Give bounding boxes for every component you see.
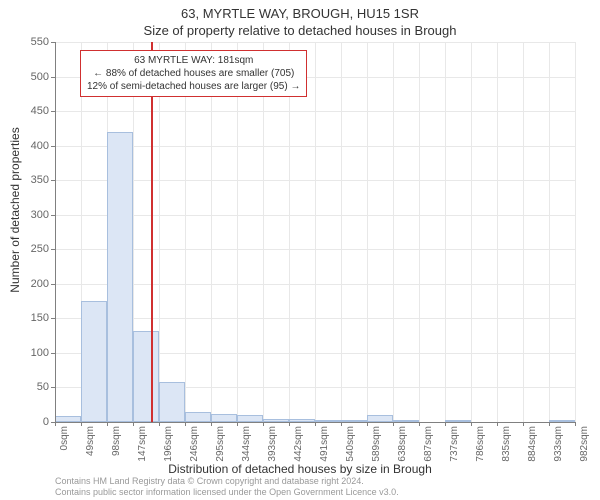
histogram-bar [133, 331, 159, 422]
x-tick-label: 982sqm [579, 426, 590, 462]
y-tick-label: 200 [31, 278, 49, 290]
x-tick-label: 344sqm [241, 426, 252, 462]
grid-line-v [367, 42, 368, 422]
x-tick-label: 147sqm [137, 426, 148, 462]
x-tick-label: 737sqm [449, 426, 460, 462]
histogram-bar [185, 412, 211, 422]
grid-line-v [393, 42, 394, 422]
infobox-line: 63 MYRTLE WAY: 181sqm [87, 54, 300, 67]
x-tick-label: 884sqm [527, 426, 538, 462]
grid-line-v [445, 42, 446, 422]
y-tick-label: 500 [31, 71, 49, 83]
histogram-bar [107, 132, 133, 422]
x-tick-label: 196sqm [163, 426, 174, 462]
x-tick-label: 786sqm [475, 426, 486, 462]
x-tick-label: 0sqm [59, 426, 70, 450]
infobox-line: ← 88% of detached houses are smaller (70… [87, 67, 300, 80]
x-tick-label: 835sqm [501, 426, 512, 462]
x-tick-label: 98sqm [111, 426, 122, 456]
property-info-box: 63 MYRTLE WAY: 181sqm← 88% of detached h… [80, 50, 307, 97]
grid-line-v [419, 42, 420, 422]
y-tick-label: 450 [31, 105, 49, 117]
y-tick-label: 550 [31, 36, 49, 48]
grid-line-v [237, 42, 238, 422]
x-axis-label: Distribution of detached houses by size … [0, 462, 600, 476]
x-tick-mark [575, 422, 576, 426]
grid-line-v [289, 42, 290, 422]
x-tick-label: 295sqm [215, 426, 226, 462]
x-tick-label: 638sqm [397, 426, 408, 462]
y-axis-label: Number of detached properties [8, 50, 22, 370]
x-tick-label: 246sqm [189, 426, 200, 462]
page-subtitle: Size of property relative to detached ho… [0, 23, 600, 38]
x-tick-label: 589sqm [371, 426, 382, 462]
x-tick-label: 540sqm [345, 426, 356, 462]
grid-line-v [471, 42, 472, 422]
y-tick-label: 350 [31, 174, 49, 186]
histogram-bar [367, 415, 393, 422]
grid-line-v [185, 42, 186, 422]
y-tick-label: 300 [31, 209, 49, 221]
x-tick-label: 49sqm [85, 426, 96, 456]
x-tick-label: 491sqm [319, 426, 330, 462]
grid-line-v [315, 42, 316, 422]
histogram-bar [211, 414, 237, 422]
footer-line-1: Contains HM Land Registry data © Crown c… [55, 476, 399, 487]
y-axis-line [55, 42, 56, 422]
y-tick-label: 150 [31, 312, 49, 324]
x-axis-line [55, 422, 575, 423]
footer-attribution: Contains HM Land Registry data © Crown c… [55, 476, 399, 498]
y-tick-label: 250 [31, 243, 49, 255]
chart-plot-area: 0501001502002503003504004505005500sqm49s… [55, 42, 575, 422]
y-tick-label: 100 [31, 347, 49, 359]
grid-line-v [211, 42, 212, 422]
x-tick-label: 393sqm [267, 426, 278, 462]
x-tick-label: 687sqm [423, 426, 434, 462]
property-marker-line [151, 42, 153, 422]
grid-line-v [341, 42, 342, 422]
grid-line-v [159, 42, 160, 422]
footer-line-2: Contains public sector information licen… [55, 487, 399, 498]
grid-line-v [263, 42, 264, 422]
grid-line-v [549, 42, 550, 422]
y-tick-label: 400 [31, 140, 49, 152]
histogram-bar [81, 301, 107, 422]
page-title: 63, MYRTLE WAY, BROUGH, HU15 1SR [0, 6, 600, 21]
y-tick-label: 50 [37, 381, 49, 393]
grid-line-v [575, 42, 576, 422]
histogram-bar [159, 382, 185, 422]
y-tick-label: 0 [43, 416, 49, 428]
x-tick-label: 933sqm [553, 426, 564, 462]
grid-line-v [523, 42, 524, 422]
histogram-bar [237, 415, 263, 422]
grid-line-v [497, 42, 498, 422]
infobox-line: 12% of semi-detached houses are larger (… [87, 80, 300, 93]
x-tick-label: 442sqm [293, 426, 304, 462]
